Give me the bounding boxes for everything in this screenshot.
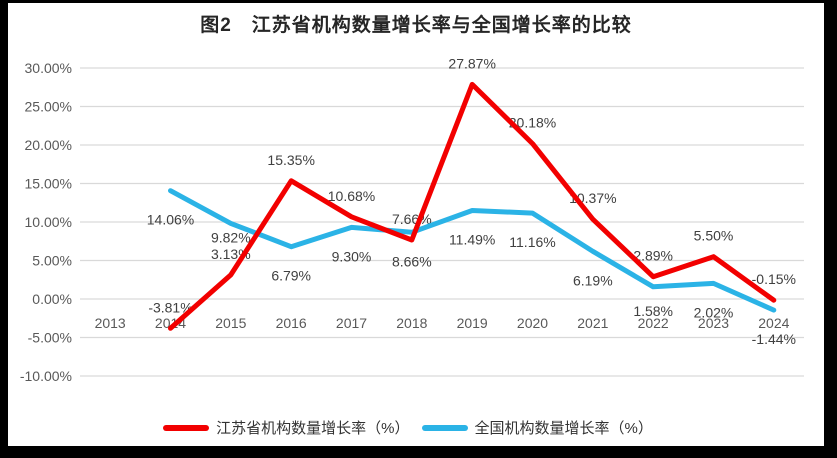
legend-label-national: 全国机构数量增长率（%） <box>474 420 653 437</box>
x-tick-label: 2013 <box>95 315 126 331</box>
x-tick-label: 2022 <box>638 315 669 331</box>
series-line-0 <box>168 81 777 331</box>
legend-blue-line-icon <box>421 424 468 431</box>
data-label: 14.06% <box>147 212 194 228</box>
x-tick-label: 2020 <box>517 315 548 331</box>
x-tick-label: 2021 <box>577 315 608 331</box>
line-chart-plot-area: 30.00% 25.00% 20.00% 15.00% 10.00% 5.00% 0.00%… <box>20 55 804 384</box>
data-label: -0.15% <box>752 271 796 287</box>
legend-red-line-icon <box>163 424 210 431</box>
x-tick-label: 2019 <box>457 315 488 331</box>
data-label: 5.50% <box>694 228 734 244</box>
data-label: 6.79% <box>271 268 311 284</box>
data-label: -3.81% <box>148 299 192 315</box>
y-tick-label: 15.00% <box>25 176 72 192</box>
x-tick-label: 2017 <box>336 315 367 331</box>
chart-card: 图2 江苏省机构数量增长率与全国增长率的比较 30.00% 25.00% 20.00… <box>8 3 824 446</box>
y-tick-label: 0.00% <box>32 291 72 307</box>
chart-title: 图2 江苏省机构数量增长率与全国增长率的比较 <box>200 15 632 36</box>
x-tick-label: 2016 <box>276 315 307 331</box>
data-label: 6.19% <box>573 272 613 288</box>
x-tick-label: 2024 <box>758 315 789 331</box>
data-label: 11.49% <box>449 232 495 248</box>
data-label: 8.66% <box>392 253 432 269</box>
x-tick-label: 2018 <box>396 315 427 331</box>
y-tick-label: 20.00% <box>25 137 72 153</box>
data-label: 10.68% <box>328 188 375 204</box>
legend-label-jiangsu: 江苏省机构数量增长率（%） <box>216 420 410 437</box>
data-label: 1.58% <box>633 303 673 319</box>
data-label: 9.30% <box>332 248 372 264</box>
y-tick-label: 5.00% <box>32 253 72 269</box>
data-label: 20.18% <box>509 115 556 131</box>
legend-item-jiangsu[interactable]: 江苏省机构数量增长率（%） <box>163 417 410 438</box>
data-label: 2.02% <box>694 304 734 320</box>
data-label: 9.82% <box>211 229 251 245</box>
x-tick-label: 2015 <box>215 315 246 331</box>
data-label: -1.44% <box>752 331 796 347</box>
series-line-1 <box>168 188 777 313</box>
y-tick-label: -10.00% <box>20 368 72 384</box>
legend-item-national[interactable]: 全国机构数量增长率（%） <box>421 417 653 438</box>
y-tick-label: 25.00% <box>25 99 72 115</box>
y-tick-label: 30.00% <box>25 60 72 76</box>
y-tick-label: 10.00% <box>25 214 72 230</box>
x-tick-label: 2023 <box>698 315 729 331</box>
data-label: 11.16% <box>509 234 555 250</box>
y-tick-label: -5.00% <box>28 330 72 346</box>
data-label: 27.87% <box>448 55 495 71</box>
data-label: 15.35% <box>267 152 314 168</box>
data-label: 2.89% <box>633 248 673 264</box>
chart-legend: 江苏省机构数量增长率（%） 全国机构数量增长率（%） <box>8 417 808 438</box>
